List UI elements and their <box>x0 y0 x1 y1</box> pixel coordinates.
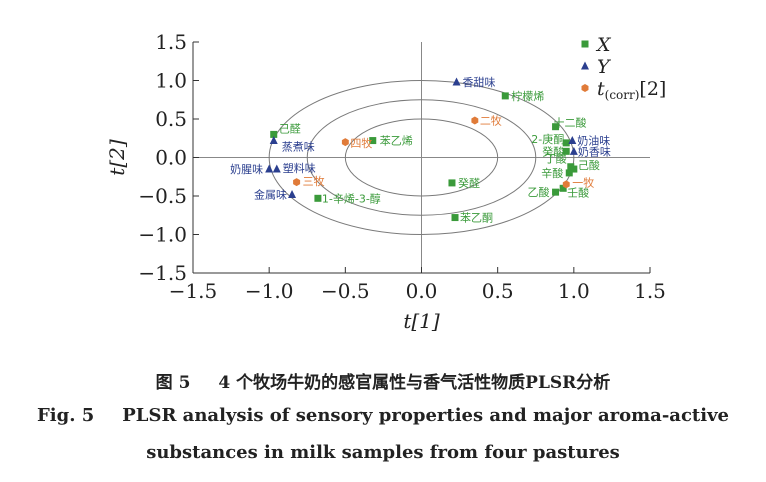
point-T <box>293 178 301 187</box>
point-X <box>570 165 578 173</box>
y-tick-label: −1.0 <box>138 223 187 247</box>
point-Y <box>569 146 578 155</box>
y-tick-label: 0.5 <box>155 107 187 131</box>
legend-label-X: X <box>595 34 612 56</box>
x-tick-label: −1.5 <box>169 279 218 303</box>
caption-en-line2: substances in milk samples from four pas… <box>0 442 766 463</box>
point-label: 奶油味 <box>577 134 610 148</box>
axis-labels: t[1] t[2] <box>105 139 440 333</box>
x-tick-label: −1.0 <box>245 279 294 303</box>
legend: XYt(corr)[2] <box>581 34 666 102</box>
legend-suffix: [2] <box>639 78 666 100</box>
point-label: 柠檬烯 <box>511 89 544 103</box>
legend-label-T: t(corr)[2] <box>597 78 666 102</box>
plsr-chart: −1.5 −1.0 −0.5 0.0 0.5 1.0 1.5 1.5 1.0 0.5 0.0 −0.5… <box>105 30 666 333</box>
axes: −1.5 −1.0 −0.5 0.0 0.5 1.0 1.5 1.5 1.0 0.5 0.0 −0.5… <box>138 30 665 303</box>
point-Y <box>265 164 274 173</box>
point-X <box>552 188 560 196</box>
point-label: 金属味 <box>254 187 287 201</box>
point-label: 1-辛烯-3-醇 <box>322 191 381 205</box>
point-label: 壬酸 <box>567 185 589 199</box>
y-tick-label: 0.0 <box>155 146 187 170</box>
point-label: 奶腥味 <box>230 162 263 176</box>
legend-label-Y: Y <box>597 56 612 78</box>
point-Y <box>272 164 281 173</box>
point-label: 奶香味 <box>578 144 611 158</box>
ellipse <box>268 80 575 235</box>
point-label: 2-庚酮 <box>531 132 564 146</box>
legend-marker-X <box>581 40 589 48</box>
caption-en-text-2: substances in milk samples from four pas… <box>146 442 620 463</box>
point-label: 塑料味 <box>283 161 316 175</box>
point-label: 己酸 <box>578 158 600 172</box>
point-X <box>369 137 377 145</box>
point-X <box>565 169 573 177</box>
y-tick-label: 1.5 <box>155 30 187 54</box>
ellipse <box>306 99 537 216</box>
point-X <box>448 179 456 187</box>
point-label: 苯乙酮 <box>460 211 493 225</box>
caption-zh-number: 图 5 <box>155 373 191 393</box>
point-label: 二牧 <box>480 114 502 128</box>
point-label: 苯乙烯 <box>380 134 413 148</box>
point-X <box>562 147 570 155</box>
caption-zh-text: 4 个牧场牛奶的感官属性与香气活性物质PLSR分析 <box>218 373 611 393</box>
point-label: 丁酸 <box>545 152 567 166</box>
caption-en-number: Fig. 5 <box>36 405 95 426</box>
x-tick-label: 1.0 <box>558 279 590 303</box>
point-T <box>562 180 570 189</box>
point-label: 蒸煮味 <box>282 141 315 154</box>
point-T <box>341 138 349 147</box>
legend-subscript: (corr) <box>605 88 640 102</box>
point-Y <box>269 136 278 145</box>
point-Y <box>452 77 461 86</box>
caption-en-text-1: PLSR analysis of sensory properties and … <box>122 405 729 426</box>
point-label: 四牧 <box>350 136 372 150</box>
point-label: 癸醛 <box>458 176 480 190</box>
correlation-ellipses <box>268 80 575 235</box>
x-axis-title: t[1] <box>403 309 440 333</box>
x-tick-label: 0.5 <box>482 279 514 303</box>
point-X <box>501 92 509 100</box>
legend-marker-Y <box>581 61 589 70</box>
point-label: 己醛 <box>279 121 301 135</box>
y-tick-label: −0.5 <box>138 184 187 208</box>
x-tick-label: 0.0 <box>406 279 438 303</box>
x-tick-label: 1.5 <box>634 279 666 303</box>
point-label: 十二酸 <box>554 116 587 130</box>
point-label: 香甜味 <box>463 76 496 89</box>
point-label: 一牧 <box>572 175 594 189</box>
point-X <box>314 194 322 202</box>
point-label: 辛酸 <box>541 166 563 180</box>
ellipse <box>344 118 499 197</box>
legend-marker-T <box>581 84 589 92</box>
point-X <box>451 214 459 222</box>
y-axis-title: t[2] <box>105 139 129 176</box>
point-label: 三牧 <box>303 174 325 188</box>
caption-en-line1: Fig. 5 PLSR analysis of sensory propertie… <box>0 405 766 426</box>
point-Y <box>568 136 577 145</box>
x-tick-label: −0.5 <box>321 279 370 303</box>
point-X <box>559 184 567 192</box>
point-label: 癸酸 <box>542 144 564 158</box>
y-tick-label: 1.0 <box>155 69 187 93</box>
point-Y <box>288 189 297 198</box>
point-label: 乙酸 <box>528 185 550 199</box>
caption-zh: 图 5 4 个牧场牛奶的感官属性与香气活性物质PLSR分析 <box>0 368 766 393</box>
point-T <box>471 116 479 125</box>
y-tick-label: −1.5 <box>138 261 187 285</box>
point-X <box>562 139 570 147</box>
point-X <box>552 123 560 131</box>
point-X <box>270 130 278 138</box>
